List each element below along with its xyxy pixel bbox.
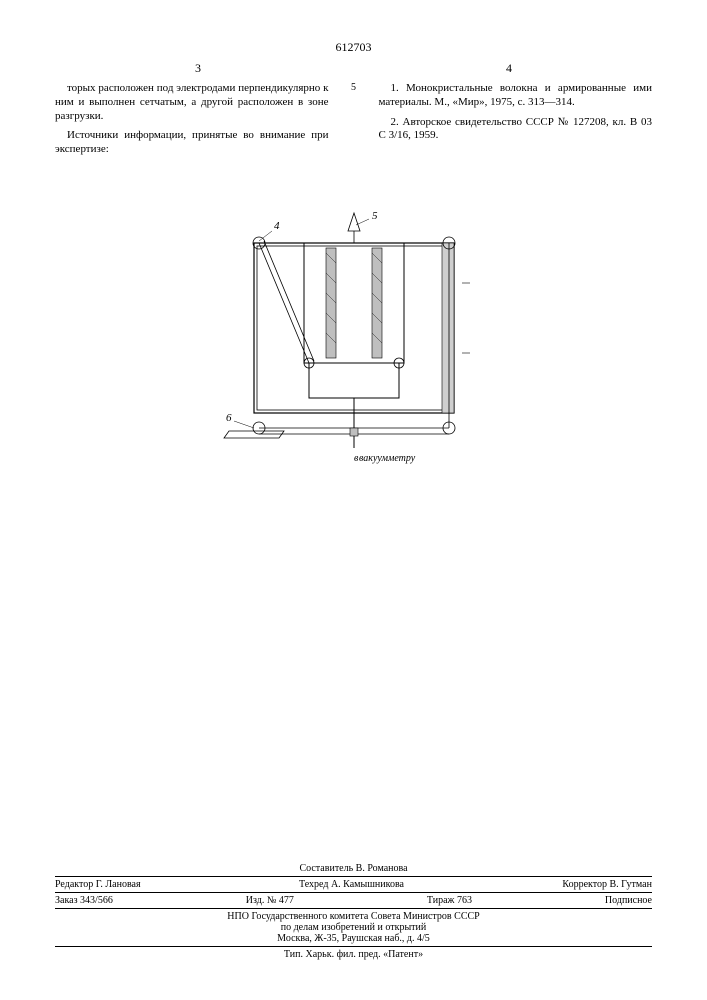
right-column: 1. Монокристальные волокна и армированны… xyxy=(379,82,653,163)
footer-org-line1: НПО Государственного комитета Совета Мин… xyxy=(55,911,652,922)
footer-corrector: Корректор В. Гутман xyxy=(562,879,652,890)
left-para-1: торых расположен под электродами перпенд… xyxy=(55,82,329,123)
col-num-right: 4 xyxy=(506,61,512,76)
figure-label-6: 6 xyxy=(226,412,232,424)
footer-podpis: Подписное xyxy=(605,895,652,906)
footer-organization: НПО Государственного комитета Совета Мин… xyxy=(55,908,652,944)
footer-credits-row: Редактор Г. Лановая Техред А. Камышников… xyxy=(55,876,652,890)
line-number-marker: 5 xyxy=(347,82,361,163)
footer-izd: Изд. № 477 xyxy=(246,895,294,906)
figure-caption-prefix: в xyxy=(354,453,359,464)
patent-number: 612703 xyxy=(55,40,652,55)
footer-order: Заказ 343/566 xyxy=(55,895,113,906)
col-num-left: 3 xyxy=(195,61,201,76)
figure-label-4: 4 xyxy=(274,220,280,232)
left-column: торых расположен под электродами перпенд… xyxy=(55,82,329,163)
footer-compiler: Составитель В. Романова xyxy=(55,863,652,874)
figure-diagram: 4 5 6 вакуумметру в xyxy=(204,203,504,483)
left-para-2: Источники информации, принятые во вниман… xyxy=(55,129,329,157)
footer-tirazh: Тираж 763 xyxy=(427,895,472,906)
right-para-1: 1. Монокристальные волокна и армированны… xyxy=(379,82,653,110)
footer-print-row: Заказ 343/566 Изд. № 477 Тираж 763 Подпи… xyxy=(55,892,652,906)
column-numbers: 3 4 xyxy=(55,61,652,76)
footer-printer: Тип. Харьк. фил. пред. «Патент» xyxy=(55,946,652,960)
page: 612703 3 4 торых расположен под электрод… xyxy=(0,0,707,1000)
figure-caption: вакуумметру xyxy=(359,453,416,464)
footer-editor: Редактор Г. Лановая xyxy=(55,879,141,890)
footer-org-line3: Москва, Ж-35, Раушская наб., д. 4/5 xyxy=(55,933,652,944)
footer-org-line2: по делам изобретений и открытий xyxy=(55,922,652,933)
figure-label-5: 5 xyxy=(372,210,378,222)
footer: Составитель В. Романова Редактор Г. Лано… xyxy=(55,863,652,960)
figure-container: 4 5 6 вакуумметру в xyxy=(55,203,652,483)
right-para-2: 2. Авторское свидетельство СССР № 127208… xyxy=(379,116,653,144)
body-columns: торых расположен под электродами перпенд… xyxy=(55,82,652,163)
footer-techred: Техред А. Камышникова xyxy=(299,879,404,890)
